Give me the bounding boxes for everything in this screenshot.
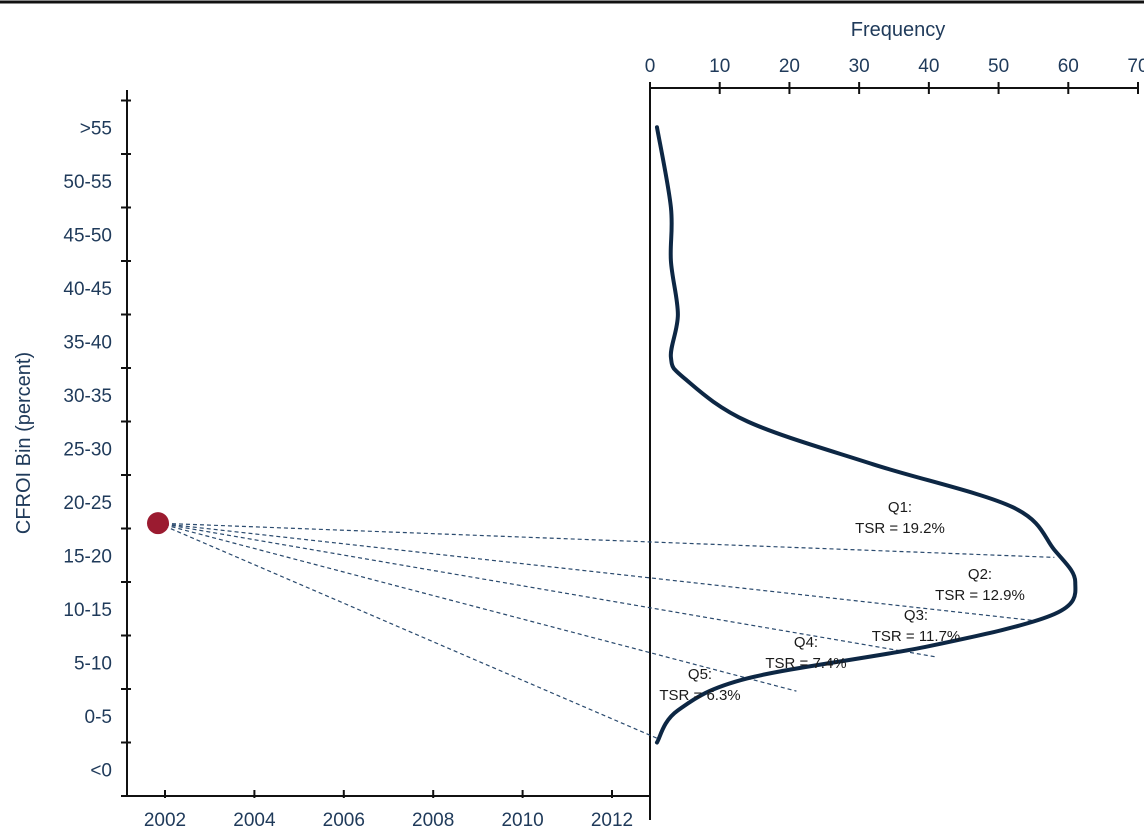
quintile-connector-q3	[157, 522, 936, 658]
quintile-connector-q5	[157, 522, 658, 739]
x-tick-label: 2004	[233, 810, 276, 831]
x-tick-label: 2012	[591, 810, 633, 831]
quintile-annotations: Q1: TSR = 19.2% Q2: TSR = 12.9% Q3: TSR = 11.…	[659, 499, 1024, 704]
quintile-tsr-q2: TSR = 12.9%	[935, 587, 1025, 604]
distribution-curve-layer	[654, 125, 1078, 745]
y-tick-label: 25-30	[63, 439, 112, 460]
y-tick-label: 15-20	[63, 546, 112, 567]
y-tick-label: 40-45	[63, 279, 112, 300]
x-tick-label: 2008	[412, 810, 454, 831]
y-tick-label: 30-35	[63, 386, 112, 407]
distribution-curve	[654, 125, 1078, 745]
frequency-tick-label: 50	[988, 56, 1009, 77]
y-tick-label: 20-25	[63, 493, 112, 514]
time-panel: <0 0-5 5-10 10-15 15-20 20-25 25-30 30-35 35-40 4…	[13, 88, 651, 831]
frequency-tick-label: 70	[1127, 56, 1144, 77]
quintile-label-q1: Q1:	[888, 499, 912, 516]
frequency-axis-title: Frequency	[851, 19, 946, 41]
highlight-point	[147, 512, 169, 535]
quintile-tsr-q5: TSR = 6.3%	[659, 687, 740, 704]
quintile-tsr-q4: TSR = 7.4%	[765, 655, 846, 672]
y-tick-label: 5-10	[74, 653, 112, 674]
y-tick-label: 35-40	[63, 332, 112, 353]
frequency-tick-label: 0	[645, 56, 656, 77]
quintile-connector-q1	[157, 522, 1055, 558]
y-tick-label: 0-5	[85, 707, 112, 728]
frequency-tick-label: 10	[709, 56, 730, 77]
x-tick-label: 2002	[144, 810, 186, 831]
quintile-tsr-q3: TSR = 11.7%	[872, 628, 961, 645]
frequency-panel: 0 10 20 30 40 50 60 70 Frequency	[645, 19, 1144, 94]
quintile-connector-q2	[157, 522, 1034, 622]
quintile-tsr-q1: TSR = 19.2%	[855, 520, 945, 537]
y-axis-title: CFROI Bin (percent)	[13, 352, 35, 534]
x-tick-label: 2010	[501, 810, 543, 831]
frequency-tick-label: 40	[918, 56, 939, 77]
quintile-connector-lines	[157, 522, 1055, 739]
highlight-point-layer	[147, 512, 169, 535]
quintile-label-q4: Q4:	[794, 634, 818, 651]
x-tick-label: 2006	[323, 810, 365, 831]
y-tick-label: <0	[90, 760, 112, 781]
y-tick-label: 50-55	[63, 172, 112, 193]
quintile-label-q5: Q5:	[688, 666, 712, 683]
frequency-tick-label: 30	[849, 56, 870, 77]
quintile-label-q3: Q3:	[904, 607, 928, 624]
quintile-connector-q4	[157, 522, 797, 692]
quintile-label-q2: Q2:	[968, 566, 992, 583]
y-tick-label: 10-15	[63, 600, 112, 621]
frequency-tick-label: 20	[779, 56, 800, 77]
y-tick-label: 45-50	[63, 225, 112, 246]
y-tick-label: >55	[80, 118, 112, 139]
frequency-tick-label: 60	[1058, 56, 1079, 77]
